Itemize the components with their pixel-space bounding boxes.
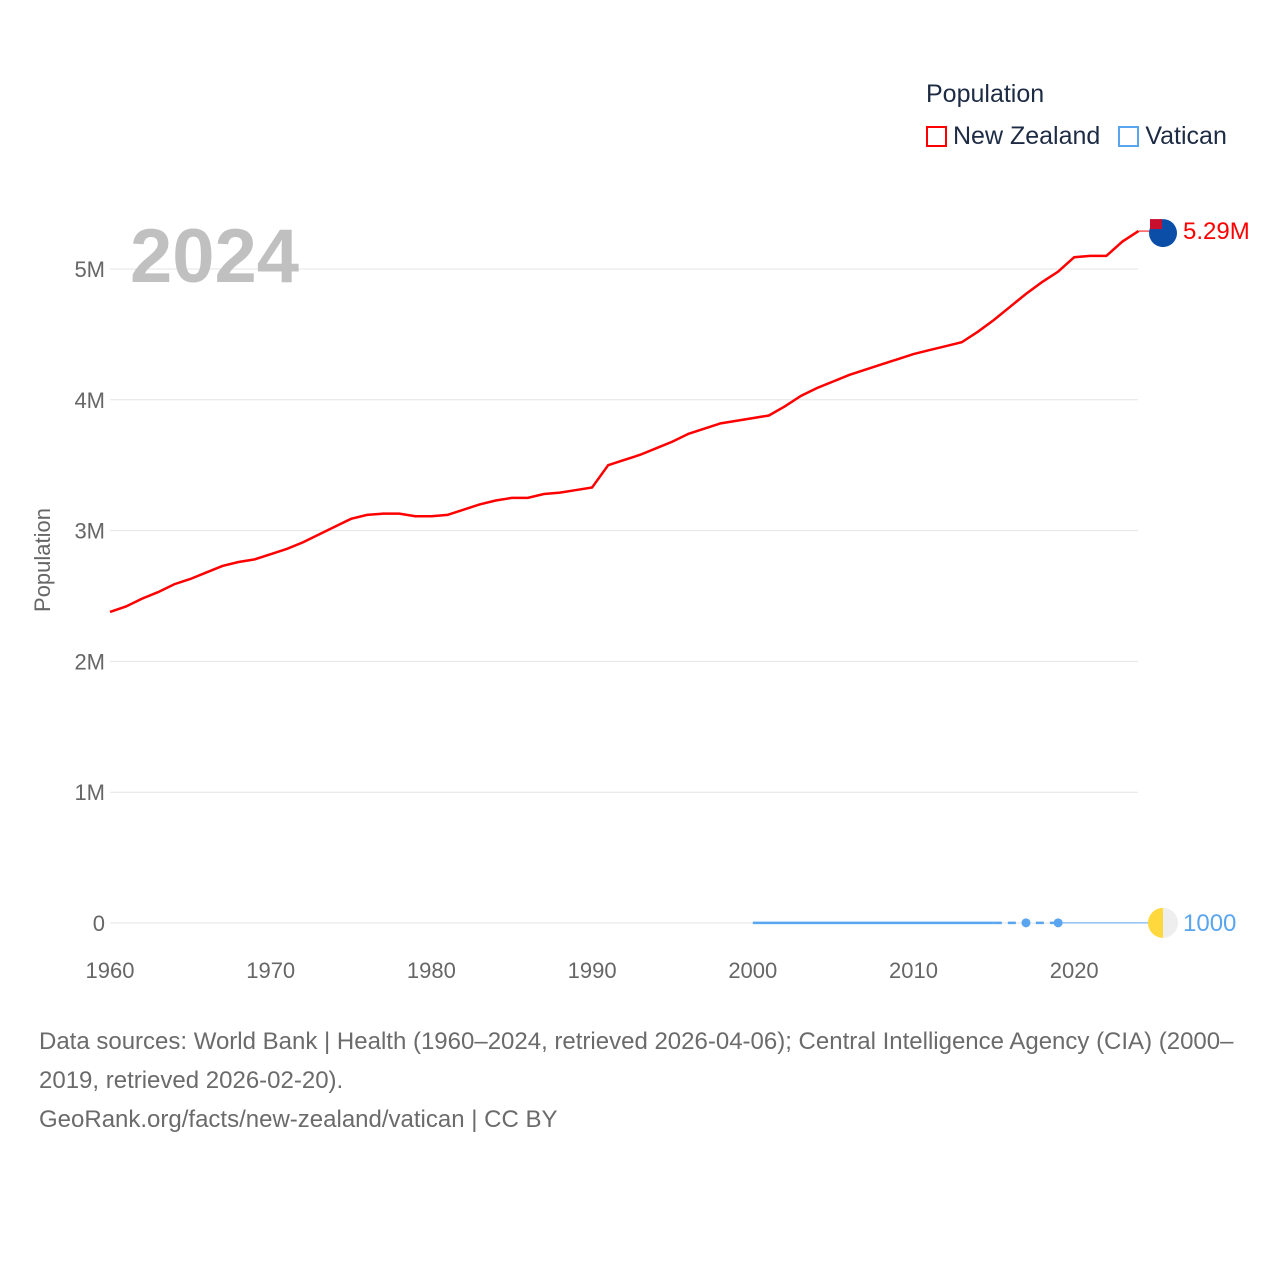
series-line-new-zealand bbox=[109, 230, 1140, 614]
legend-title: Population bbox=[926, 80, 1045, 108]
y-tick-label: 1M bbox=[74, 780, 105, 805]
y-tick-label: 0 bbox=[93, 911, 105, 936]
y-tick-label: 2M bbox=[74, 649, 105, 674]
y-axis-label: Population bbox=[30, 508, 55, 612]
x-tick-label: 2010 bbox=[889, 958, 938, 983]
x-tick-label: 2020 bbox=[1050, 958, 1099, 983]
end-label-vatican: 1000 bbox=[1183, 910, 1236, 937]
end-label-new-zealand: 5.29M bbox=[1183, 218, 1250, 245]
vatican-flag-icon bbox=[1148, 907, 1163, 938]
legend-label: Vatican bbox=[1145, 122, 1227, 150]
x-tick-label: 2000 bbox=[728, 958, 777, 983]
legend-swatch bbox=[926, 126, 947, 147]
vatican-flag-white bbox=[1163, 907, 1179, 938]
legend-item-new-zealand[interactable]: New Zealand bbox=[926, 122, 1100, 151]
x-tick-label: 1980 bbox=[407, 958, 456, 983]
legend-swatch bbox=[1118, 126, 1140, 147]
year-label: 2024 bbox=[130, 214, 299, 299]
attribution-text: GeoRank.org/facts/new-zealand/vatican | … bbox=[39, 1106, 558, 1133]
legend-item-vatican[interactable]: Vatican bbox=[1118, 122, 1227, 151]
data-point bbox=[1021, 918, 1031, 928]
legend: New Zealand Vatican bbox=[926, 122, 1227, 151]
y-tick-label: 5M bbox=[74, 257, 105, 282]
new-zealand-flag-union bbox=[1150, 219, 1162, 230]
sources-text: Data sources: World Bank | Health (1960–… bbox=[39, 1028, 1234, 1094]
x-tick-label: 1960 bbox=[86, 958, 135, 983]
x-tick-label: 1970 bbox=[246, 958, 295, 983]
y-tick-label: 4M bbox=[74, 388, 105, 413]
data-sources: Data sources: World Bank | Health (1960–… bbox=[39, 1022, 1259, 1139]
y-tick-label: 3M bbox=[74, 519, 105, 544]
x-tick-label: 1990 bbox=[568, 958, 617, 983]
legend-label: New Zealand bbox=[953, 122, 1101, 150]
